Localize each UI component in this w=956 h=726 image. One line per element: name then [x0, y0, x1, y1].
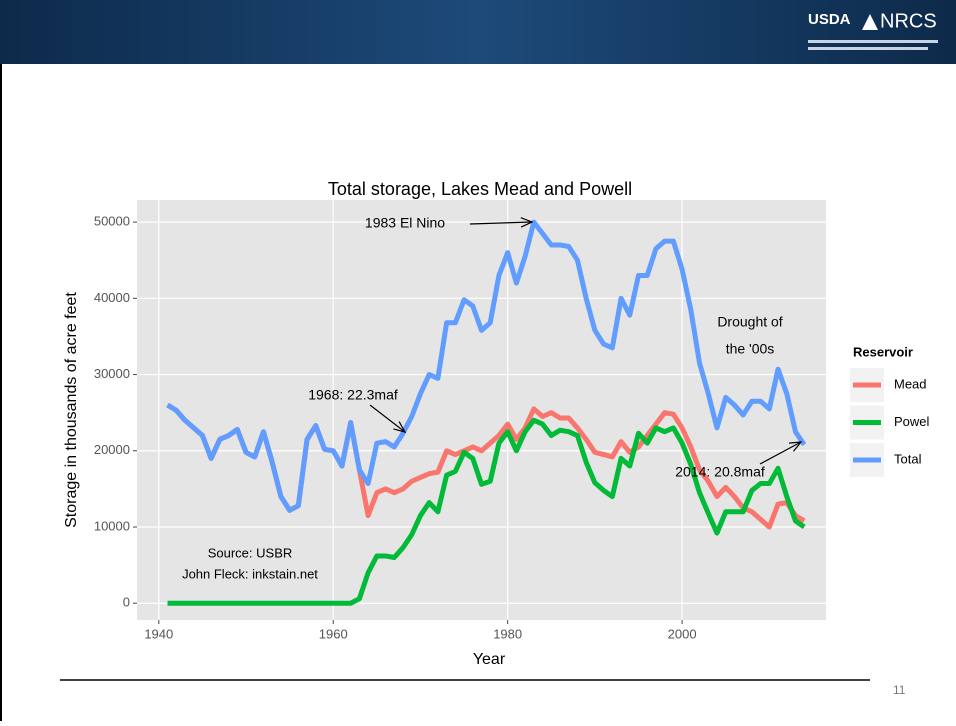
annotation: John Fleck: inkstain.net	[182, 566, 318, 581]
annotation-arrow-head	[393, 421, 407, 433]
legend-label: Mead	[894, 376, 927, 391]
logo-subtext	[808, 47, 928, 50]
chart-title: Total storage, Lakes Mead and Powell	[328, 179, 632, 199]
annotation-arrow	[759, 441, 802, 465]
y-tick-label: 40000	[94, 290, 130, 305]
annotation: 1968: 22.3maf	[308, 387, 398, 403]
annotation: the '00s	[726, 341, 775, 357]
x-tick-label: 1980	[493, 626, 522, 641]
annotation-arrow-head	[788, 441, 803, 452]
series-line	[166, 219, 807, 513]
x-tick-label: 1960	[319, 626, 348, 641]
y-axis-label: Storage in thousands of acre feet	[63, 292, 80, 528]
series-line	[167, 417, 806, 606]
x-tick-label: 1940	[144, 626, 173, 641]
legend-label: Total	[894, 451, 922, 466]
y-tick-label: 0	[123, 595, 130, 610]
annotation: 2014: 20.8maf	[675, 464, 765, 480]
annotation: Source: USBR	[208, 545, 293, 560]
logo-icon	[862, 14, 878, 30]
annotation: 1983 El Nino	[365, 215, 445, 231]
banner	[0, 0, 956, 64]
annotation-arrow	[469, 221, 533, 225]
x-tick-label: 2000	[668, 626, 697, 641]
x-axis-label: Year	[473, 651, 506, 668]
y-tick-label: 30000	[94, 366, 130, 381]
logo-nrcs: NRCS	[880, 10, 937, 32]
logo-usda: USDA	[808, 11, 851, 28]
y-tick-label: 10000	[94, 518, 130, 533]
annotation: Drought of	[717, 314, 782, 330]
page-number: 11	[893, 683, 906, 697]
legend-label: Powel	[894, 414, 930, 429]
y-tick-label: 20000	[94, 442, 130, 457]
annotation-arrow	[369, 404, 406, 433]
logo-subtext	[808, 40, 938, 43]
legend-title: Reservoir	[853, 344, 913, 359]
annotation-arrow-head	[520, 217, 534, 228]
y-tick-label: 50000	[94, 214, 130, 229]
